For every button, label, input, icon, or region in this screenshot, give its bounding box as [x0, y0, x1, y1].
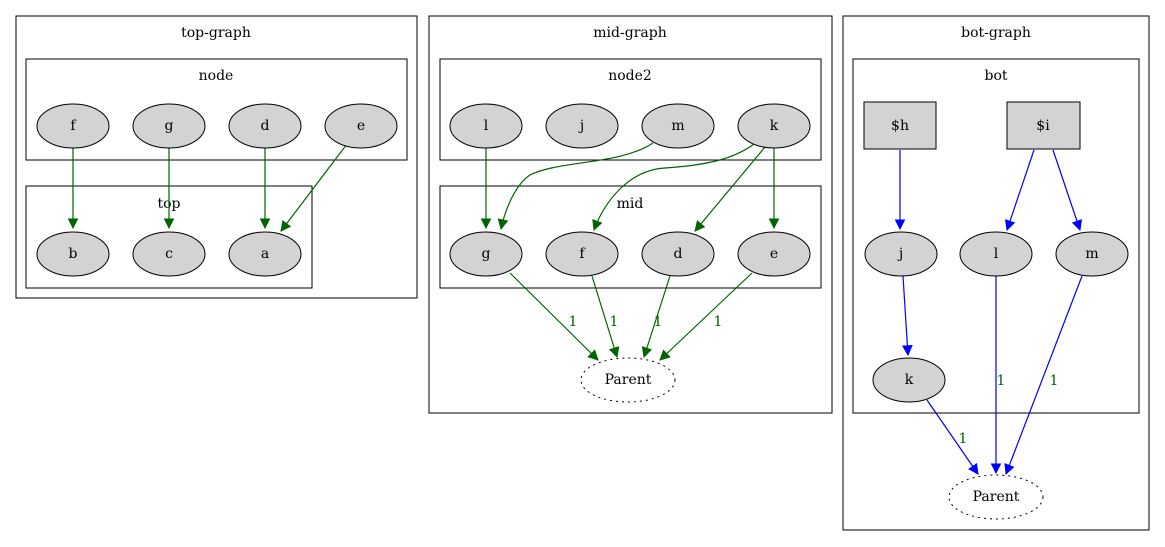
- edge-e-parent: [659, 272, 753, 361]
- cluster-mid-label: mid: [617, 196, 644, 212]
- node-mg-e: e: [737, 231, 811, 277]
- node-label: k: [905, 372, 914, 388]
- node-label: d: [674, 246, 683, 262]
- node-mg-parent: Parent: [580, 357, 676, 403]
- edge-label-d-parent: 1: [654, 314, 663, 330]
- node-bg-j: j: [864, 231, 938, 277]
- cluster-mid: mid: [439, 185, 822, 289]
- cluster-mid-graph-label: mid-graph: [593, 25, 666, 41]
- edge-m-g: [497, 142, 654, 231]
- edge-label-f-parent: 1: [610, 314, 619, 330]
- cluster-bot-label: bot: [984, 68, 1007, 84]
- node-tg-d: d: [228, 103, 302, 149]
- edges-top-graph: [67, 143, 348, 232]
- edge-e-a: [280, 143, 348, 232]
- edge-label-l-parent: 1: [997, 373, 1006, 389]
- node-tg-g: g: [132, 103, 206, 149]
- cluster-node-label: node: [199, 68, 234, 84]
- cluster-bot-graph-label: bot-graph: [961, 25, 1031, 41]
- node-label: e: [357, 118, 365, 134]
- edge-label-m-parent: 1: [1050, 373, 1059, 389]
- node-label: g: [482, 246, 491, 262]
- node-label: j: [578, 118, 584, 134]
- node-tg-a: a: [228, 231, 302, 277]
- edge-i-l: [1004, 149, 1035, 232]
- edge-j-k: [901, 275, 913, 357]
- node-bg-h: $h: [863, 101, 937, 150]
- node-label: a: [261, 246, 269, 262]
- cluster-top-graph-label: top-graph: [181, 25, 251, 41]
- edge-g-parent: [509, 272, 599, 361]
- node-label: l: [484, 118, 489, 134]
- node-bg-k: k: [872, 357, 946, 403]
- node-label: j: [897, 246, 903, 262]
- node-label: k: [770, 118, 779, 134]
- edges-bot-graph: 1 1 1: [894, 149, 1083, 476]
- edge-d-parent: [641, 275, 671, 359]
- node-label: l: [994, 246, 999, 262]
- edge-k-f: [592, 143, 755, 232]
- node-label: m: [1085, 246, 1098, 262]
- node-mg-d: d: [641, 231, 715, 277]
- cluster-bot-graph: bot-graph bot 1 1 1 $h $i: [842, 15, 1150, 531]
- node-bg-parent: Parent: [948, 474, 1044, 520]
- node-label: g: [165, 118, 174, 134]
- edges-mid-graph: 1 1 1 1: [480, 142, 780, 361]
- node-bg-l: l: [959, 231, 1033, 277]
- edge-i-m: [1052, 149, 1083, 232]
- edge-k-d: [694, 146, 766, 232]
- cluster-node2-label: node2: [608, 68, 652, 84]
- node-tg-b: b: [36, 231, 110, 277]
- cluster-mid-graph: mid-graph node2 mid 1 1 1 1: [428, 15, 833, 414]
- node-mg-m: m: [641, 103, 715, 149]
- edge-label-e-parent: 1: [714, 314, 723, 330]
- cluster-node: node: [25, 58, 408, 161]
- node-label: m: [671, 118, 684, 134]
- cluster-top-graph: top-graph node top f g d: [15, 15, 418, 299]
- node-label: d: [261, 118, 270, 134]
- node-label: e: [770, 246, 778, 262]
- edge-f-parent: [591, 275, 620, 359]
- node-mg-j: j: [545, 103, 619, 149]
- edge-k-parent: [926, 399, 979, 475]
- node-mg-g: g: [449, 231, 523, 277]
- edge-m-parent: [1004, 275, 1083, 476]
- node-mg-l: l: [449, 103, 523, 149]
- node-tg-c: c: [132, 231, 206, 277]
- node-label: f: [70, 118, 77, 134]
- edge-label-k-parent: 1: [959, 431, 968, 447]
- node-label: Parent: [973, 489, 1020, 505]
- node-tg-f: f: [36, 103, 110, 149]
- node-mg-k: k: [737, 103, 811, 149]
- node-bg-i: $i: [1006, 101, 1081, 150]
- node-label: Parent: [605, 372, 652, 388]
- node-label: b: [69, 246, 78, 262]
- node-label: f: [579, 246, 586, 262]
- node-tg-e: e: [324, 103, 398, 149]
- node-label: $h: [891, 118, 909, 134]
- node-mg-f: f: [545, 231, 619, 277]
- cluster-node2: node2: [439, 58, 822, 161]
- node-label: c: [165, 246, 173, 262]
- edge-label-g-parent: 1: [569, 314, 578, 330]
- node-label: $i: [1036, 118, 1050, 134]
- node-bg-m: m: [1055, 231, 1129, 277]
